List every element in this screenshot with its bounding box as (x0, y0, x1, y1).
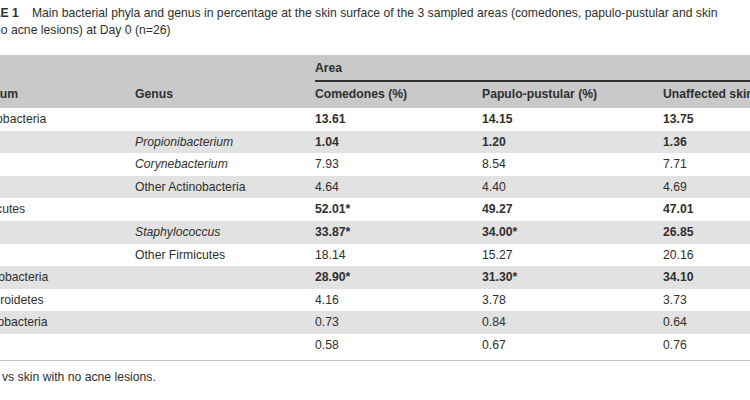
table-row: Actinobacteria 13.6114.1513.75 (0, 108, 750, 131)
phylum-cell: Bacteroidetes (0, 289, 135, 312)
genus-cell: Corynebacterium (135, 153, 315, 176)
value-cell: 3.78 (482, 289, 663, 312)
table-row: Cyanobacteria 0.730.840.64 (0, 311, 750, 334)
value-cell: 31.30* (482, 266, 663, 289)
column-header-phylum: Phylum (0, 86, 135, 103)
table-row: Propionibacterium1.041.201.36 (0, 131, 750, 154)
table-row: Other Firmicutes18.1415.2720.16 (0, 244, 750, 267)
table-row: Other 0.580.670.76 (0, 334, 750, 357)
value-cell: 52.01* (315, 198, 482, 221)
value-cell: 14.15 (482, 108, 663, 131)
value-cell: 33.87* (315, 221, 482, 244)
phylum-cell: Proteobacteria (0, 266, 135, 289)
genus-cell: Propionibacterium (135, 131, 315, 154)
value-cell: 4.64 (315, 176, 482, 199)
area-spanner-underline (315, 80, 750, 82)
value-cell: 13.61 (315, 108, 482, 131)
value-cell: 4.16 (315, 289, 482, 312)
table-footnote: vs skin with no acne lesions. (2, 370, 156, 384)
table-row: Corynebacterium7.938.547.71 (0, 153, 750, 176)
value-cell: 0.73 (315, 311, 482, 334)
table-caption-line1: TABLE 1 Main bacterial phyla and genus in… (0, 6, 718, 20)
genus-cell: Other Actinobacteria (135, 176, 315, 199)
journal-page-crop: TABLE 1 Main bacterial phyla and genus in… (0, 0, 750, 400)
column-header-row: Phylum Genus Comedones (%) Papulo-pustul… (0, 86, 750, 103)
phylum-cell: Actinobacteria (0, 108, 135, 131)
value-cell: 0.67 (482, 334, 663, 357)
value-cell: 3.73 (663, 289, 750, 312)
table-row: Staphylococcus33.87*34.00*26.85 (0, 221, 750, 244)
table-number-label: TABLE 1 (0, 6, 19, 20)
genus-cell: Other Firmicutes (135, 244, 315, 267)
column-header-comedones: Comedones (%) (315, 86, 482, 103)
genus-cell: Staphylococcus (135, 221, 315, 244)
value-cell: 20.16 (663, 244, 750, 267)
column-header-unaffected-skin: Unaffected skin (%) (663, 86, 750, 103)
column-header-genus: Genus (135, 86, 315, 103)
value-cell: 34.10 (663, 266, 750, 289)
table-bottom-border (0, 360, 750, 361)
phylum-cell: Cyanobacteria (0, 311, 135, 334)
table-caption-text: Main bacterial phyla and genus in percen… (32, 6, 718, 20)
area-spanner-header: Area (315, 61, 342, 75)
value-cell: 0.84 (482, 311, 663, 334)
value-cell: 34.00* (482, 221, 663, 244)
value-cell: 7.93 (315, 153, 482, 176)
value-cell: 8.54 (482, 153, 663, 176)
value-cell: 4.40 (482, 176, 663, 199)
value-cell: 15.27 (482, 244, 663, 267)
table-caption-line2: with no acne lesions) at Day 0 (n=26) (0, 23, 171, 37)
table-header-band: Area Phylum Genus Comedones (%) Papulo-p… (0, 55, 750, 108)
value-cell: 49.27 (482, 198, 663, 221)
table-rows: Actinobacteria13.6114.1513.75Propionibac… (0, 108, 750, 357)
value-cell: 18.14 (315, 244, 482, 267)
value-cell: 1.20 (482, 131, 663, 154)
value-cell: 13.75 (663, 108, 750, 131)
value-cell: 0.64 (663, 311, 750, 334)
value-cell: 4.69 (663, 176, 750, 199)
value-cell: 0.58 (315, 334, 482, 357)
value-cell: 1.36 (663, 131, 750, 154)
phylum-cell: Other (0, 334, 135, 357)
column-header-papulo-pustular: Papulo-pustular (%) (482, 86, 663, 103)
value-cell: 26.85 (663, 221, 750, 244)
table-row: Proteobacteria 28.90*31.30*34.10 (0, 266, 750, 289)
value-cell: 47.01 (663, 198, 750, 221)
value-cell: 7.71 (663, 153, 750, 176)
table-row: Firmicutes 52.01*49.2747.01 (0, 198, 750, 221)
table-row: Bacteroidetes 4.163.783.73 (0, 289, 750, 312)
screenshot-viewport: TABLE 1 Main bacterial phyla and genus in… (0, 0, 750, 400)
value-cell: 28.90* (315, 266, 482, 289)
table-row: Other Actinobacteria4.644.404.69 (0, 176, 750, 199)
value-cell: 0.76 (663, 334, 750, 357)
phylum-cell: Firmicutes (0, 198, 135, 221)
value-cell: 1.04 (315, 131, 482, 154)
